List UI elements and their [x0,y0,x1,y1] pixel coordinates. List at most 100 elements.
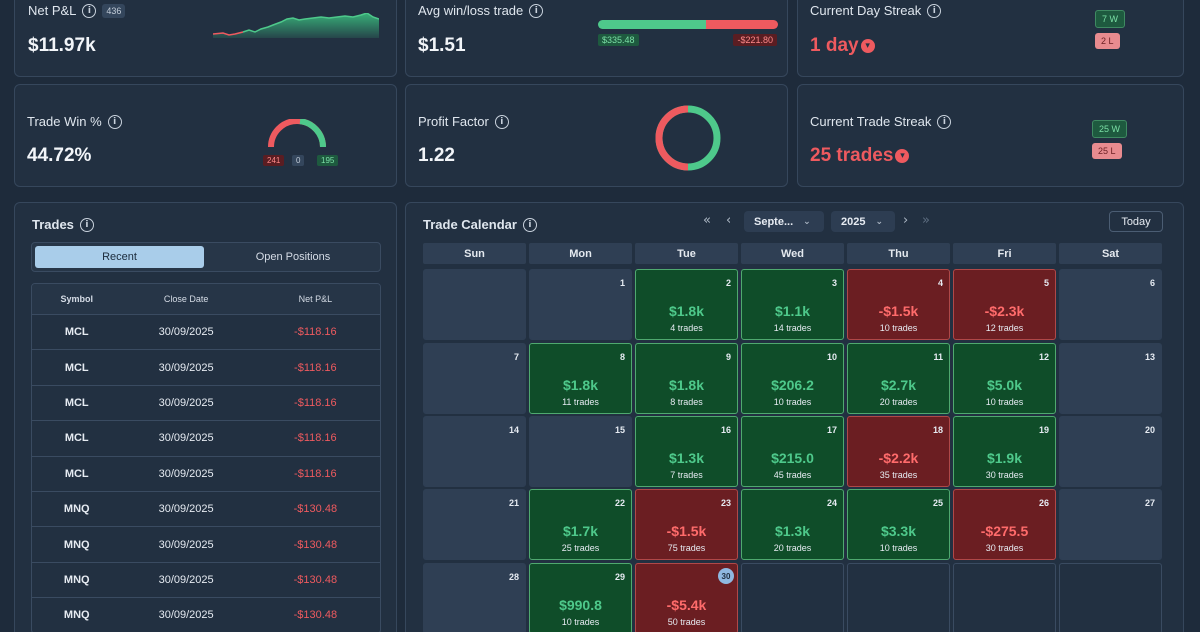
calendar-day-cell[interactable]: 17 $215.0 45 trades [741,416,844,487]
calendar-day-cell[interactable]: 4 -$1.5k 10 trades [847,269,950,340]
day-trade-count: 25 trades [561,543,600,553]
calendar-day-cell[interactable]: 8 $1.8k 11 trades [529,343,632,414]
net-pnl-cell: -$130.48 [293,503,338,516]
calendar-day-cell[interactable]: 3 $1.1k 14 trades [741,269,844,340]
symbol-cell: MNQ [63,538,90,551]
day-number: 17 [826,425,837,435]
win-bar [598,20,706,29]
table-row[interactable]: MCL 30/09/2025 -$118.16 [32,384,380,420]
table-row[interactable]: MCL 30/09/2025 -$118.16 [32,314,380,349]
calendar-day-cell[interactable]: 16 $1.3k 7 trades [635,416,738,487]
table-row[interactable]: MCL 30/09/2025 -$118.16 [32,420,380,455]
table-row[interactable]: MCL 30/09/2025 -$118.16 [32,455,380,491]
table-row[interactable]: MNQ 30/09/2025 -$130.48 [32,490,380,526]
calendar-day-cell[interactable]: 5 -$2.3k 12 trades [953,269,1056,340]
calendar-day-cell[interactable]: 26 -$275.5 30 trades [953,489,1056,560]
chevron-left-icon[interactable]: ‹ [726,213,732,228]
day-pnl: $1.8k [668,303,705,319]
close-date-cell: 30/09/2025 [158,432,214,445]
calendar-day-cell[interactable]: 6 [1059,269,1162,340]
calendar-day-cell[interactable]: 23 -$1.5k 75 trades [635,489,738,560]
weekday-header: Fri [953,243,1056,264]
info-icon[interactable]: i [107,114,122,129]
info-icon[interactable]: i [937,114,952,129]
calendar-day-cell[interactable]: 15 [529,416,632,487]
today-button[interactable]: Today [1109,211,1163,232]
calendar-day-cell[interactable]: 30 -$5.4k 50 trades [635,563,738,632]
info-icon[interactable]: i [82,3,97,18]
calendar-day-cell[interactable] [423,269,526,340]
tab-recent[interactable]: Recent [35,246,204,268]
day-pnl: -$275.5 [980,523,1029,539]
calendar-day-cell[interactable]: 25 $3.3k 10 trades [847,489,950,560]
day-pnl: -$1.5k [666,523,707,539]
double-chevron-right-icon[interactable]: » [922,213,930,228]
col-net-pnl[interactable]: Net P&L [298,294,333,304]
info-icon[interactable]: i [927,3,942,18]
avg-winloss-title: Avg win/loss trade [418,3,524,18]
calendar-day-cell[interactable]: 9 $1.8k 8 trades [635,343,738,414]
day-pnl: -$1.5k [878,303,919,319]
calendar-day-cell[interactable]: 29 $990.8 10 trades [529,563,632,632]
calendar-day-cell[interactable]: 28 [423,563,526,632]
table-row[interactable]: MNQ 30/09/2025 -$130.48 [32,597,380,632]
chevron-right-icon[interactable]: › [903,213,909,228]
calendar-day-cell[interactable]: 19 $1.9k 30 trades [953,416,1056,487]
day-pnl: -$2.2k [878,450,919,466]
day-number: 27 [1144,498,1155,508]
day-number: 13 [1144,352,1155,362]
calendar-day-cell[interactable]: 24 $1.3k 20 trades [741,489,844,560]
month-select[interactable]: Septe... ⌄ [744,211,824,232]
day-number: 10 [826,352,837,362]
symbol-cell: MNQ [63,609,90,622]
weekday-header: Sun [423,243,526,264]
day-trade-count: 75 trades [667,543,706,553]
close-date-cell: 30/09/2025 [158,396,214,409]
avg-winloss-value: $1.51 [418,35,466,56]
calendar-day-cell[interactable]: 12 $5.0k 10 trades [953,343,1056,414]
day-trade-count: 10 trades [879,543,918,553]
day-streak-card: Current Day Streak i 1 day ▾ 7 W 2 L [797,0,1184,77]
day-trade-count: 10 trades [985,397,1024,407]
double-chevron-left-icon[interactable]: « [703,213,711,228]
calendar-day-cell[interactable]: 21 [423,489,526,560]
tab-open-positions[interactable]: Open Positions [255,251,331,263]
year-select[interactable]: 2025 ⌄ [831,211,895,232]
calendar-day-cell[interactable]: 2 $1.8k 4 trades [635,269,738,340]
col-symbol[interactable]: Symbol [60,294,93,304]
day-pnl: $1.7k [562,523,599,539]
calendar-day-cell[interactable]: 10 $206.2 10 trades [741,343,844,414]
day-win-streak-badge: 7 W [1095,10,1126,28]
gauge-win-count: 195 [317,155,339,166]
table-row[interactable]: MNQ 30/09/2025 -$130.48 [32,561,380,597]
table-row[interactable]: MCL 30/09/2025 -$118.16 [32,349,380,384]
day-trade-count: 11 trades [562,397,599,407]
info-icon[interactable]: i [79,217,94,232]
weekday-header: Sat [1059,243,1162,264]
info-icon[interactable]: i [529,3,544,18]
calendar-day-cell[interactable]: 14 [423,416,526,487]
calendar-day-cell[interactable]: 18 -$2.2k 35 trades [847,416,950,487]
calendar-day-cell[interactable]: 20 [1059,416,1162,487]
day-trade-count: 10 trades [561,617,600,627]
calendar-day-cell[interactable]: 13 [1059,343,1162,414]
table-row[interactable]: MNQ 30/09/2025 -$130.48 [32,526,380,561]
day-number: 1 [619,278,625,288]
calendar-day-cell[interactable]: 27 [1059,489,1162,560]
symbol-cell: MCL [64,467,89,480]
day-number: 29 [614,572,625,582]
calendar-day-cell [847,563,950,632]
calendar-day-cell[interactable]: 7 [423,343,526,414]
day-pnl: $215.0 [771,450,814,466]
day-number: 26 [1038,498,1049,508]
gauge-loss-count: 241 [263,155,285,166]
col-close-date[interactable]: Close Date [163,294,209,304]
calendar-day-cell[interactable]: 22 $1.7k 25 trades [529,489,632,560]
info-icon[interactable]: i [494,114,509,129]
calendar-day-cell[interactable]: 1 [529,269,632,340]
trades-tabs: Recent Open Positions [31,242,381,272]
close-date-cell: 30/09/2025 [158,538,214,551]
info-icon[interactable]: i [522,217,537,232]
calendar-day-cell[interactable]: 11 $2.7k 20 trades [847,343,950,414]
month-value: Septe... [754,215,794,228]
